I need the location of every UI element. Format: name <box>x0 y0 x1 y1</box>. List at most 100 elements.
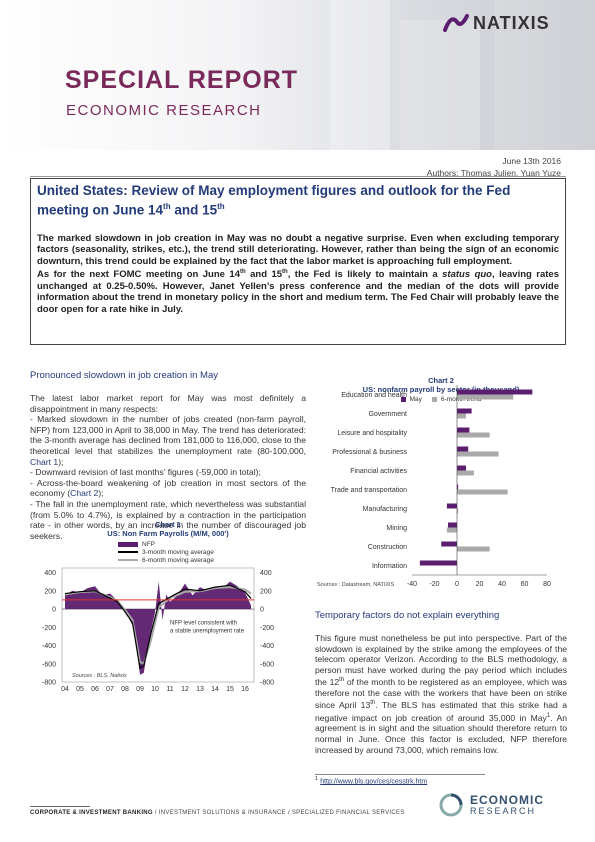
report-subtitle: ECONOMIC RESEARCH <box>66 102 262 119</box>
x-tick-label: 07 <box>106 686 114 693</box>
right-text-part: . The BLS has estimated that this strike… <box>315 700 567 723</box>
legend-swatch <box>431 396 437 402</box>
summary-paragraph-2: As for the next FOMC meeting on June 14t… <box>37 267 559 315</box>
x-tick-label: 12 <box>181 686 189 693</box>
left-body: The latest labor market report for May w… <box>30 393 306 541</box>
left-paragraph: The latest labor market report for May w… <box>30 393 306 414</box>
divider <box>30 176 566 177</box>
y-tick-label: 0 <box>52 607 56 614</box>
bar-trend <box>457 546 490 552</box>
eco-logo-bottom: RESEARCH <box>470 806 537 816</box>
bar-trend <box>457 508 459 514</box>
bullet-text: - Marked slowdown in the number of jobs … <box>30 414 306 456</box>
x-tick-label: 10 <box>151 686 159 693</box>
summary-text-part: , the Fed is likely to maintain a <box>287 269 443 281</box>
chart1-frame <box>61 567 255 683</box>
footnote-number: 1 <box>315 776 319 782</box>
right-body: This figure must nonetheless be put into… <box>315 633 567 755</box>
x-tick-label: -40 <box>407 581 417 588</box>
y-tick-label: -800 <box>42 680 56 687</box>
summary-box: United States: Review of May employment … <box>30 178 566 345</box>
report-authors: Authors: Thomas Julien, Yuan Yuze <box>426 168 561 178</box>
legend-label: NFP <box>142 540 155 548</box>
category-label: Trade and transportation <box>331 487 408 494</box>
right-sup: th <box>370 700 376 707</box>
economic-research-logo: ECONOMIC RESEARCH <box>438 792 544 818</box>
chart2-title: US: nonfarm payroll by sector (in thousa… <box>362 385 520 394</box>
category-label: Mining <box>386 525 407 532</box>
natixis-logo: NATIXIS <box>443 12 550 34</box>
y-tick-label: -600 <box>42 661 56 668</box>
category-label: Financial activities <box>350 468 407 475</box>
y-tick-label: 400 <box>44 570 56 577</box>
headline: United States: Review of May employment … <box>37 183 559 219</box>
banner-glass-panel <box>330 0 390 150</box>
category-label: Education and health <box>341 392 407 399</box>
summary-sup: th <box>239 269 246 275</box>
chart1-title: US: Non Farm Payrolls (M/M, 000') <box>107 529 229 538</box>
bar-trend <box>457 432 490 438</box>
annotation-line: NFP level consistent with <box>170 621 237 627</box>
category-label: Information <box>372 563 407 570</box>
report-date: June 13th 2016 <box>502 156 561 166</box>
legend-swatch <box>118 559 138 561</box>
y-tick-label-right: 200 <box>260 588 272 595</box>
legend-swatch <box>118 551 138 553</box>
chart2-source: Sources : Datastream, NATIXIS <box>317 582 395 588</box>
legend-label: 3-month moving average <box>142 548 214 556</box>
summary-text-part: , leaving rates unchanged at 0.25-0.50%.… <box>37 269 559 315</box>
x-tick-label: 05 <box>76 686 84 693</box>
footnote-link[interactable]: http://www.bls.gov/ces/cesstrk.htm <box>320 778 428 786</box>
chart1-legend: NFP 3-month moving average 6-month movin… <box>118 540 214 564</box>
bar-trend <box>457 489 508 495</box>
bullet-2: - Downward revision of last months’ figu… <box>30 467 261 478</box>
headline-sup: th <box>163 202 171 211</box>
annotation-text: NFP level consistent with a stable unempl… <box>170 621 245 635</box>
legend-item: May <box>400 395 422 403</box>
x-tick-label: -20 <box>429 581 439 588</box>
x-tick-label: 40 <box>498 581 506 588</box>
bar-trend <box>457 470 474 476</box>
bar-may <box>419 560 457 566</box>
legend-swatch <box>400 396 406 402</box>
bullet-4: - The fall in the unemployment rate, whi… <box>30 498 306 541</box>
report-title: SPECIAL REPORT <box>65 66 299 94</box>
y-tick-label-right: -400 <box>260 643 274 650</box>
x-tick-label: 20 <box>476 581 484 588</box>
bar-may <box>441 541 457 547</box>
y-tick-label-right: -200 <box>260 625 274 632</box>
legend-swatch <box>118 541 138 547</box>
bar-trend <box>457 451 499 457</box>
bullet-1: - Marked slowdown in the number of jobs … <box>30 414 306 467</box>
footer-bold: CORPORATE & INVESTMENT BANKING <box>30 810 153 816</box>
category-label: Construction <box>368 544 407 551</box>
x-tick-label: 14 <box>211 686 219 693</box>
bar-trend <box>446 527 457 533</box>
natixis-logo-icon <box>443 14 469 32</box>
y-tick-label-right: 400 <box>260 570 272 577</box>
ma3-line <box>64 584 252 670</box>
summary-italic: status quo <box>442 269 492 281</box>
headline-text: United States: Review of May employment … <box>37 183 511 218</box>
legend-item: 3-month moving average <box>118 548 214 556</box>
chart1-source: Sources : BLS, Natixis <box>72 673 127 679</box>
footnote-marker: 1 <box>546 712 551 719</box>
annotation-line: a stable unemployment rate <box>170 629 245 635</box>
footnote-divider <box>315 774 485 775</box>
right-column: Temporary factors do not explain everyth… <box>315 610 567 755</box>
banner-glass-panel <box>400 20 480 150</box>
bar-may <box>448 522 457 528</box>
footer-text: CORPORATE & INVESTMENT BANKING / INVESTM… <box>30 810 405 816</box>
category-label: Government <box>368 411 407 418</box>
bullet-text: ); <box>58 456 64 467</box>
bar-may <box>446 503 457 509</box>
x-tick-label: 0 <box>455 581 459 588</box>
right-text-part: of the month to be registered as an empl… <box>315 677 567 711</box>
legend-label: 6-month moving average <box>142 556 214 564</box>
category-label: Leisure and hospitality <box>337 430 407 437</box>
chart1-plot: 400 400 200 200 0 0 -200 -200 -400 -400 -600 -600 -8… <box>42 567 274 693</box>
x-tick-label: 11 <box>166 686 173 693</box>
legend-label: May <box>409 395 422 403</box>
chart1-block: Chart 1 US: Non Farm Payrolls (M/M, 000'… <box>30 520 306 564</box>
banner-glass-panel <box>495 0 595 150</box>
